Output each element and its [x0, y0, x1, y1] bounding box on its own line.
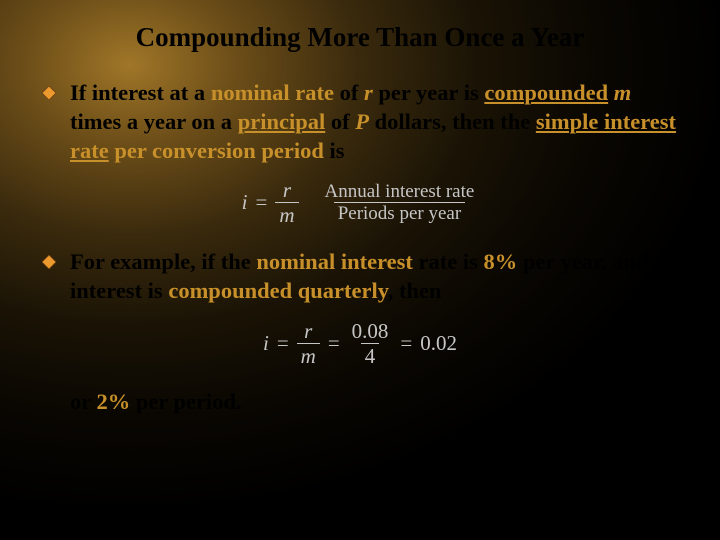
formula-2-eq: i = r m = 0.08 4 = 0.02	[263, 320, 457, 367]
fraction-num: 0.08	[348, 320, 393, 343]
fraction: r m	[275, 179, 298, 226]
text: per year is	[373, 80, 485, 105]
slide-title: Compounding More Than Once a Year	[42, 22, 678, 53]
label-den: Periods per year	[334, 202, 465, 224]
text-hl: nominal rate	[211, 80, 334, 105]
text: If interest at a	[70, 80, 211, 105]
text-hl: nominal interest	[256, 249, 412, 274]
equals-sign: =	[253, 190, 269, 215]
text-hl: 2%	[96, 389, 130, 414]
fraction-den: m	[275, 202, 298, 226]
fraction-den: 4	[361, 343, 380, 367]
fraction: r m	[297, 320, 320, 367]
equals-sign: =	[275, 331, 291, 356]
formula-lhs: i	[242, 190, 248, 215]
text: of	[325, 109, 355, 134]
bullet-1: If interest at a nominal rate of r per y…	[42, 79, 678, 165]
bullet-1-text: If interest at a nominal rate of r per y…	[70, 79, 678, 165]
text-hl: 8%	[484, 249, 518, 274]
text: , then	[388, 278, 442, 303]
text: dollars, then the	[369, 109, 536, 134]
bullet-2: For example, if the nominal interest rat…	[42, 248, 678, 306]
text-hl-u: principal	[238, 109, 326, 134]
text: per period.	[130, 389, 241, 414]
slide: Compounding More Than Once a Year If int…	[0, 0, 720, 540]
diamond-bullet-icon	[42, 86, 56, 100]
text: or	[70, 389, 96, 414]
var-p: P	[355, 109, 369, 134]
diamond-bullet-icon	[42, 255, 56, 269]
formula-1-eq: i = r m	[242, 179, 299, 226]
tail-text: or 2% per period.	[70, 389, 678, 415]
equals-sign: =	[326, 331, 342, 356]
formula-2: i = r m = 0.08 4 = 0.02	[42, 320, 678, 367]
text: rate is	[413, 249, 484, 274]
equals-sign: =	[398, 331, 414, 356]
formula-1: i = r m Annual interest rate Periods per…	[42, 179, 678, 226]
fraction: 0.08 4	[348, 320, 393, 367]
text-hl: compounded quarterly	[168, 278, 387, 303]
fraction-num: r	[279, 179, 295, 202]
formula-result: 0.02	[420, 331, 457, 356]
bullet-2-text: For example, if the nominal interest rat…	[70, 248, 678, 306]
text: of	[334, 80, 364, 105]
text-hl-u: compounded	[484, 80, 608, 105]
formula-lhs: i	[263, 331, 269, 356]
text: times a year on a	[70, 109, 238, 134]
var-m: m	[614, 80, 632, 105]
text-hl: per conversion period	[114, 138, 324, 163]
text: For example, if the	[70, 249, 256, 274]
var-r: r	[364, 80, 373, 105]
label-num: Annual interest rate	[321, 182, 479, 203]
fraction-num: r	[300, 320, 316, 343]
formula-1-label: Annual interest rate Periods per year	[321, 182, 479, 225]
text: is	[324, 138, 345, 163]
fraction-den: m	[297, 343, 320, 367]
